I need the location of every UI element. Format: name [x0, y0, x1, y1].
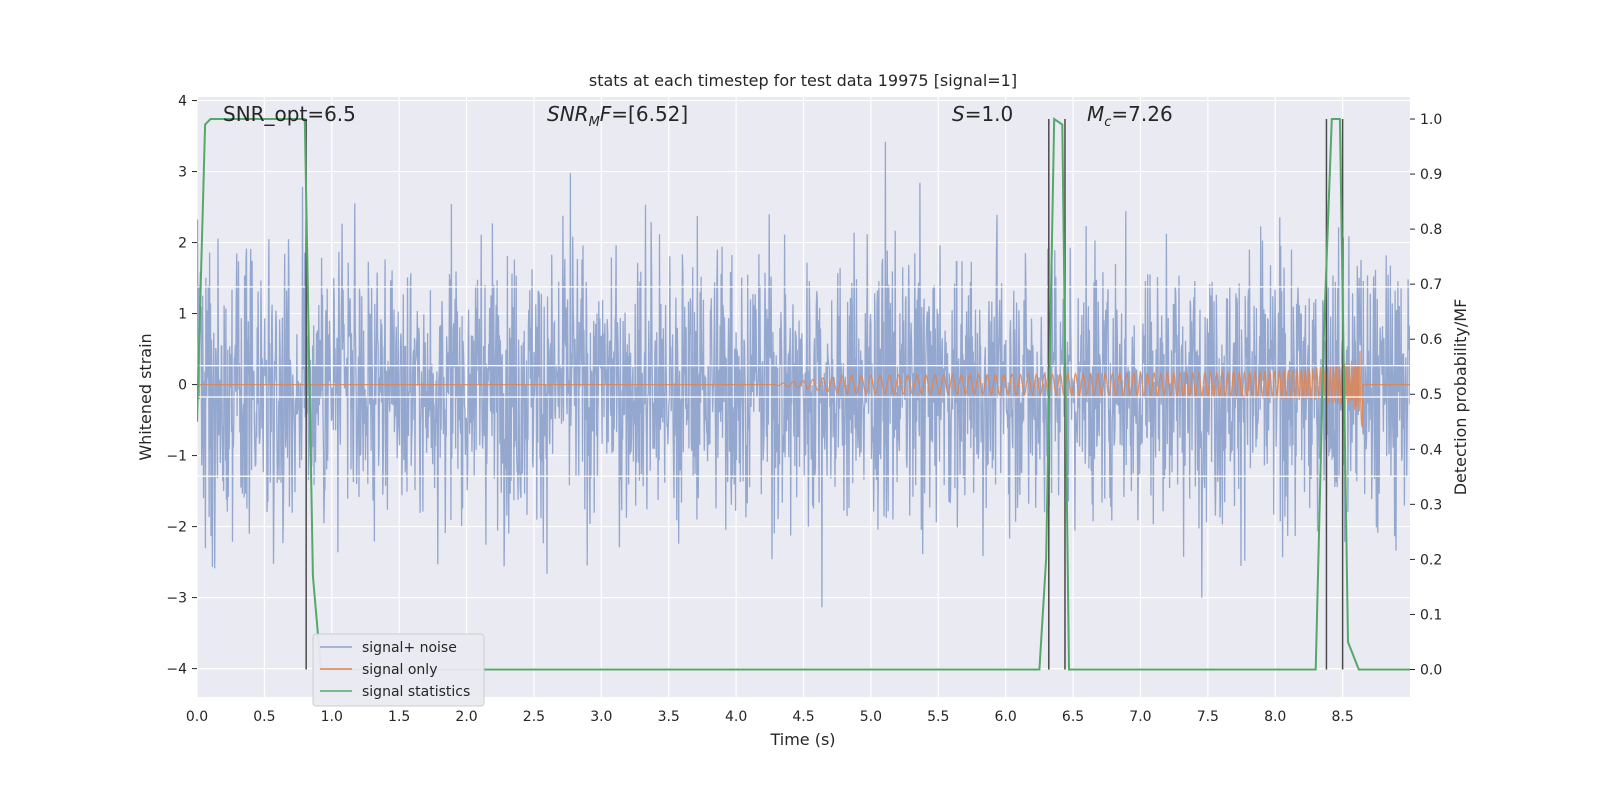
noise-series-line — [197, 141, 1410, 608]
y-left-tick-label: −3 — [166, 591, 187, 607]
y-right-tick-label: 0.9 — [1420, 167, 1442, 183]
x-tick-label: 3.5 — [658, 709, 680, 725]
x-tick-label: 6.5 — [1062, 709, 1084, 725]
y-right-tick-label: 1.0 — [1420, 112, 1442, 128]
y-left-tick-label: 4 — [178, 94, 187, 110]
x-tick-label: 5.0 — [860, 709, 882, 725]
annotation-snr-opt: SNR_opt=6.5 — [223, 102, 356, 126]
y-axis-right-title: Detection probability/MF — [1451, 299, 1470, 496]
y-left-tick-label: 3 — [178, 165, 187, 181]
y-left-tick-label: −4 — [166, 662, 187, 678]
y-left-tick-label: −1 — [166, 449, 187, 465]
annotation-s: S=1.0 — [952, 102, 1013, 126]
legend-box — [312, 633, 485, 707]
signal-series-group — [197, 350, 1410, 428]
x-tick-label: 6.0 — [995, 709, 1017, 725]
legend: signal+ noise signal only signal statist… — [312, 633, 485, 707]
y-left-tick-label: −2 — [166, 520, 187, 536]
y-right-tick-label: 0.6 — [1420, 332, 1442, 348]
data-series — [197, 117, 1410, 671]
y-right-tick-label: 0.8 — [1420, 222, 1442, 238]
annotation-s-value: =1.0 — [965, 102, 1014, 126]
annotation-snr-mf: SNRMF=[6.52] — [547, 102, 688, 130]
axes: 0.0 0.5 1.0 1.5 2.0 2.5 3.0 3.5 4.0 4.5 5.0 5.5 6.0 6… — [166, 94, 1442, 725]
annotation-mc: Mc=7.26 — [1087, 102, 1173, 130]
chart-title: stats at each timestep for test data 199… — [589, 71, 1017, 90]
annotation-snr-mf-value: =[6.52] — [611, 102, 688, 126]
signal-series-line — [197, 350, 1410, 428]
x-tick-label: 3.0 — [590, 709, 612, 725]
y-right-tick-label: 0.1 — [1420, 607, 1442, 623]
x-tick-label: 8.5 — [1331, 709, 1353, 725]
y-right-tick-label: 0.2 — [1420, 552, 1442, 568]
annotation-mc-value: =7.26 — [1111, 102, 1172, 126]
overlay-lines-group — [197, 119, 1410, 670]
x-tick-label: 1.0 — [321, 709, 343, 725]
y-right-tick-label: 0.3 — [1420, 497, 1442, 513]
y-right-tick-label: 0.7 — [1420, 277, 1442, 293]
x-tick-label: 1.5 — [388, 709, 410, 725]
x-tick-label: 5.5 — [927, 709, 949, 725]
y-left-tick-label: 0 — [178, 378, 187, 394]
legend-label-noise: signal+ noise — [362, 640, 457, 656]
x-tick-label: 7.0 — [1129, 709, 1151, 725]
y-right-tick-label: 0.0 — [1420, 662, 1442, 678]
x-tick-label: 0.5 — [253, 709, 275, 725]
statistics-series-line — [197, 117, 1410, 671]
x-axis-title: Time (s) — [769, 730, 835, 749]
noise-series-group — [197, 141, 1410, 608]
legend-label-signal: signal only — [362, 662, 437, 678]
x-tick-label: 2.5 — [523, 709, 545, 725]
x-tick-label: 4.5 — [792, 709, 814, 725]
x-tick-label: 0.0 — [186, 709, 208, 725]
x-tick-label: 8.0 — [1264, 709, 1286, 725]
y-axis-left-title: Whitened strain — [136, 333, 155, 460]
x-tick-label: 2.0 — [455, 709, 477, 725]
x-tick-label: 7.5 — [1197, 709, 1219, 725]
legend-label-statistics: signal statistics — [362, 684, 470, 700]
y-left-tick-label: 2 — [178, 236, 187, 252]
statistics-series-group — [197, 117, 1410, 671]
y-left-tick-label: 1 — [178, 307, 187, 323]
y-right-tick-label: 0.5 — [1420, 387, 1442, 403]
y-right-tick-label: 0.4 — [1420, 442, 1442, 458]
x-tick-label: 4.0 — [725, 709, 747, 725]
